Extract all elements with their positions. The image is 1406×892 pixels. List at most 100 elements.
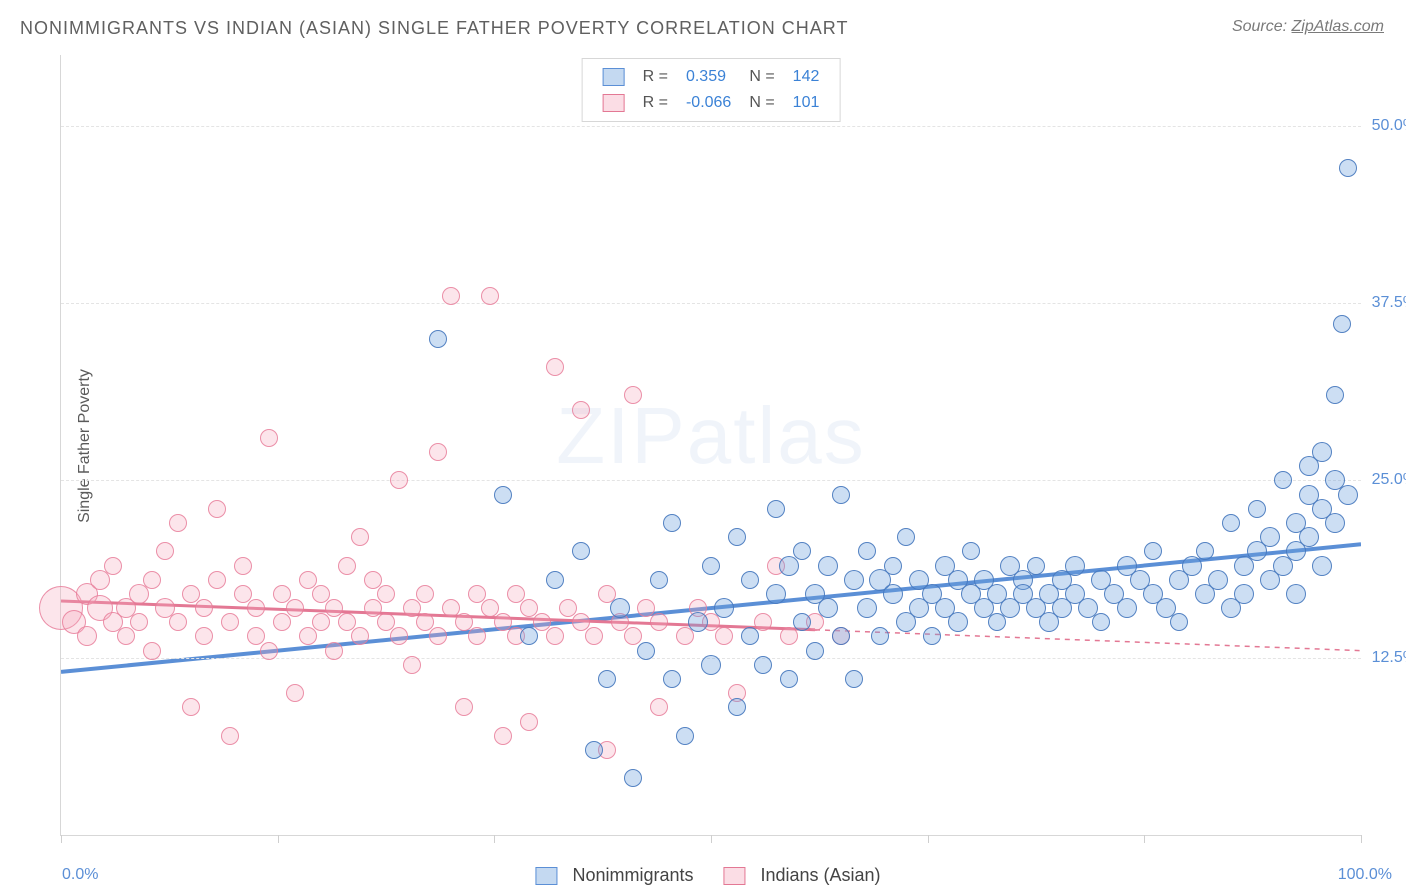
plot-area: ZIPatlas R =0.359N =142R =-0.066N =101 1… (60, 55, 1361, 836)
scatter-point (481, 287, 499, 305)
scatter-point (1312, 442, 1332, 462)
scatter-point (455, 698, 473, 716)
scatter-point (650, 698, 668, 716)
chart-title: NONIMMIGRANTS VS INDIAN (ASIAN) SINGLE F… (20, 18, 848, 39)
scatter-point (1312, 556, 1332, 576)
scatter-point (572, 401, 590, 419)
scatter-point (299, 627, 317, 645)
scatter-point (416, 585, 434, 603)
scatter-point (1027, 557, 1045, 575)
legend-top: R =0.359N =142R =-0.066N =101 (582, 58, 841, 122)
scatter-point (1326, 386, 1344, 404)
scatter-point (221, 727, 239, 745)
scatter-point (546, 571, 564, 589)
scatter-point (832, 486, 850, 504)
scatter-point (273, 613, 291, 631)
scatter-point (234, 557, 252, 575)
scatter-point (923, 627, 941, 645)
scatter-point (883, 584, 903, 604)
scatter-point (312, 613, 330, 631)
scatter-point (845, 670, 863, 688)
scatter-point (884, 557, 902, 575)
scatter-point (1325, 513, 1345, 533)
scatter-point (325, 642, 343, 660)
scatter-point (806, 642, 824, 660)
scatter-point (1170, 613, 1188, 631)
scatter-point (546, 358, 564, 376)
scatter-point (650, 613, 668, 631)
scatter-point (728, 698, 746, 716)
scatter-point (766, 584, 786, 604)
scatter-point (948, 612, 968, 632)
scatter-point (1196, 542, 1214, 560)
scatter-point (429, 443, 447, 461)
scatter-point (260, 429, 278, 447)
scatter-point (1065, 556, 1085, 576)
y-tick-label: 12.5% (1372, 649, 1406, 667)
scatter-point (1144, 542, 1162, 560)
scatter-point (793, 613, 811, 631)
scatter-point (1286, 584, 1306, 604)
scatter-point (1333, 315, 1351, 333)
scatter-point (754, 656, 772, 674)
scatter-point (857, 598, 877, 618)
scatter-point (663, 670, 681, 688)
x-tick (928, 835, 929, 843)
scatter-point (546, 627, 564, 645)
gridline (61, 303, 1361, 304)
scatter-point (208, 500, 226, 518)
scatter-point (351, 528, 369, 546)
scatter-point (701, 655, 721, 675)
scatter-point (169, 514, 187, 532)
scatter-point (143, 642, 161, 660)
scatter-point (1234, 584, 1254, 604)
scatter-point (741, 627, 759, 645)
scatter-point (390, 471, 408, 489)
scatter-point (117, 627, 135, 645)
x-axis-max-label: 100.0% (1338, 866, 1392, 884)
x-tick (494, 835, 495, 843)
scatter-point (585, 741, 603, 759)
scatter-point (195, 599, 213, 617)
watermark: ZIPatlas (556, 390, 865, 482)
scatter-point (714, 598, 734, 618)
scatter-point (156, 542, 174, 560)
scatter-point (182, 698, 200, 716)
scatter-point (221, 613, 239, 631)
scatter-point (624, 386, 642, 404)
scatter-point (468, 627, 486, 645)
scatter-point (390, 627, 408, 645)
source-label: Source: ZipAtlas.com (1232, 18, 1384, 36)
scatter-point (429, 330, 447, 348)
scatter-point (1208, 570, 1228, 590)
scatter-point (104, 557, 122, 575)
scatter-point (169, 613, 187, 631)
scatter-point (77, 626, 97, 646)
x-tick (278, 835, 279, 843)
scatter-point (429, 627, 447, 645)
scatter-point (130, 613, 148, 631)
x-tick (1361, 835, 1362, 843)
scatter-point (572, 542, 590, 560)
scatter-point (832, 627, 850, 645)
scatter-point (286, 684, 304, 702)
scatter-point (247, 599, 265, 617)
trend-lines (61, 55, 1361, 835)
scatter-point (715, 627, 733, 645)
scatter-point (818, 598, 838, 618)
scatter-point (858, 542, 876, 560)
scatter-point (442, 287, 460, 305)
gridline (61, 480, 1361, 481)
scatter-point (624, 769, 642, 787)
scatter-point (403, 656, 421, 674)
scatter-point (1117, 598, 1137, 618)
scatter-point (1274, 471, 1292, 489)
scatter-point (728, 528, 746, 546)
scatter-point (520, 713, 538, 731)
scatter-point (688, 612, 708, 632)
x-tick (711, 835, 712, 843)
scatter-point (351, 627, 369, 645)
scatter-point (702, 557, 720, 575)
y-tick-label: 37.5% (1372, 294, 1406, 312)
scatter-point (650, 571, 668, 589)
